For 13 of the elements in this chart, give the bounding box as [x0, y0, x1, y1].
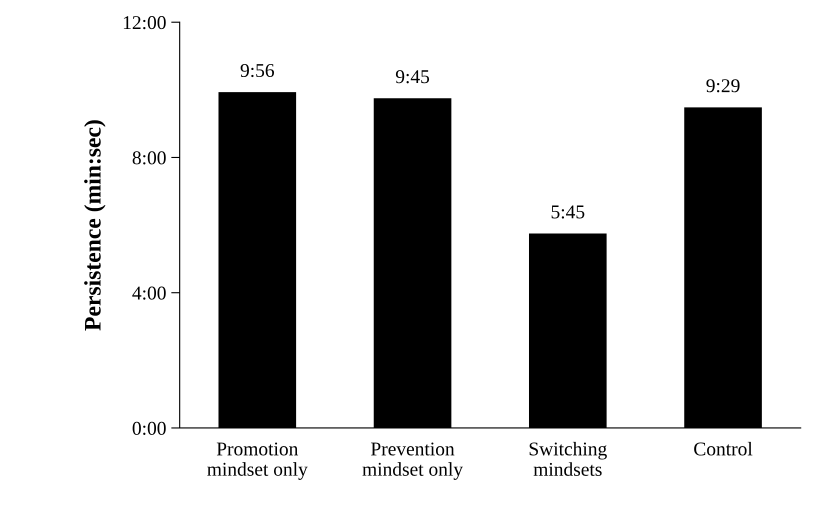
data-label: 5:45	[552, 205, 584, 219]
data-label: 9:45	[396, 70, 430, 84]
x-tick-label: Control	[694, 442, 752, 456]
x-tick-label: Prevention mindset only	[362, 442, 463, 480]
y-tick-label: 0:00	[132, 422, 166, 435]
y-tick-label: 8:00	[132, 151, 166, 164]
data-label: 9:29	[706, 79, 740, 92]
y-tick-label: 12:00	[124, 16, 166, 30]
x-tick-label: Switching mindsets	[530, 442, 607, 476]
y-tick-label: 4:00	[132, 286, 166, 300]
y-axis-title: Persistence (min:sec)	[84, 120, 106, 331]
x-tick-label: Promotion mindset only	[207, 442, 308, 480]
data-label: 9:56	[240, 64, 274, 78]
